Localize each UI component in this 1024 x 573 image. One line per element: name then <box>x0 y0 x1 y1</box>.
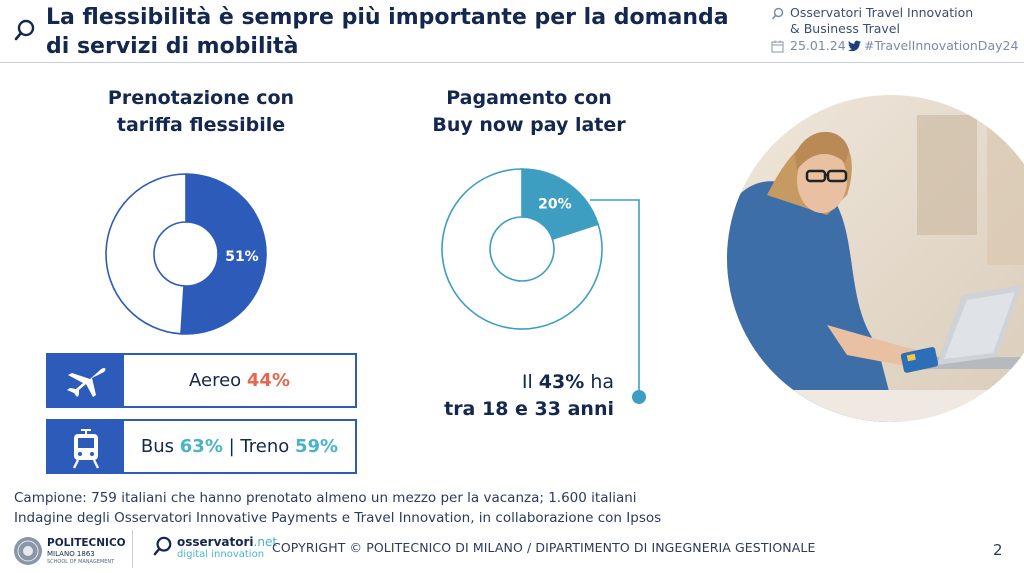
chart2-title-line2: Buy now pay later <box>432 114 626 136</box>
header-divider <box>0 62 1024 63</box>
org-name-line1: Osservatori Travel Innovation <box>790 5 974 20</box>
train-label: Treno <box>240 436 290 457</box>
politecnico-seal-icon <box>14 537 42 565</box>
age-stat-line1: Il 43% ha <box>410 369 614 396</box>
copyright-text: COPYRIGHT © POLITECNICO DI MILANO / DIPA… <box>272 540 816 555</box>
osservatori-logo: osservatori.net digital innovation <box>153 534 277 564</box>
page-title-line2: di servizi di mobilità <box>46 34 299 59</box>
air-label: Aereo <box>189 370 242 391</box>
page-title-line1: La flessibilità è sempre più importante … <box>46 5 729 30</box>
chart1-title-line2: tariffa flessibile <box>116 114 286 136</box>
chart1-title: Prenotazione con tariffa flessibile <box>70 85 332 139</box>
bus-value: 63% <box>179 436 223 457</box>
bus-label: Bus <box>140 436 175 457</box>
chart1-slice-1 <box>105 173 187 335</box>
twitter-bird-icon <box>848 40 861 52</box>
org-name-line2: & Business Travel <box>790 21 900 36</box>
flexible-fare-donut-chart: 51% <box>105 173 267 335</box>
osservatori-magnifier-icon <box>153 536 172 556</box>
magnifier-icon <box>771 7 784 20</box>
bus-train-text: Bus 63% | Treno 59% <box>124 421 355 472</box>
chart2-slice-0 <box>521 168 600 241</box>
bus-icon-bg <box>48 421 124 472</box>
woman-with-laptop-photo <box>727 95 1024 422</box>
magnifier-icon <box>14 19 35 41</box>
politecnico-name: POLITECNICO <box>47 537 126 549</box>
age-stat: Il 43% ha tra 18 e 33 anni <box>410 369 614 423</box>
sample-note: Campione: 759 italiani che hanno prenota… <box>14 490 637 506</box>
osservatori-tld: .net <box>253 535 278 549</box>
chart2-slice-1 <box>441 168 603 330</box>
photo-illustration <box>727 95 1024 422</box>
page-number: 2 <box>993 541 1003 559</box>
politecnico-logo: POLITECNICO MILANO 1863 SCHOOL OF MANAGE… <box>13 536 128 568</box>
train-value: 59% <box>295 436 339 457</box>
footer-divider <box>132 530 133 568</box>
chart1-label-0: 51% <box>225 249 259 265</box>
event-date: 25.01.24 <box>790 38 846 53</box>
calendar-icon <box>771 40 784 53</box>
bus-train-mode-box: Bus 63% | Treno 59% <box>46 419 357 474</box>
age-stat-prefix: Il <box>521 371 533 393</box>
airplane-icon <box>67 368 106 397</box>
osservatori-name: osservatori.net <box>177 535 277 549</box>
politecnico-sub: MILANO 1863 <box>47 550 95 558</box>
bnpl-donut-chart: 20% <box>441 168 603 330</box>
survey-note: Indagine degli Osservatori Innovative Pa… <box>14 510 662 526</box>
politecnico-school: SCHOOL OF MANAGEMENT <box>47 559 115 565</box>
page-title: La flessibilità è sempre più importante … <box>46 3 746 61</box>
chart1-slice-0 <box>180 173 267 335</box>
air-mode-text: Aereo 44% <box>124 355 355 406</box>
chart1-title-line1: Prenotazione con <box>107 87 295 109</box>
chart2-label-0: 20% <box>538 197 572 213</box>
age-stat-suffix: ha <box>590 371 614 393</box>
chart2-title: Pagamento con Buy now pay later <box>400 85 658 139</box>
mode-separator: | <box>228 436 235 457</box>
air-value: 44% <box>246 370 290 391</box>
air-mode-box: Aereo 44% <box>46 353 357 408</box>
tram-icon <box>72 429 100 469</box>
age-stat-line2: tra 18 e 33 anni <box>444 398 614 420</box>
osservatori-sub: digital innovation <box>177 549 265 560</box>
osservatori-name-main: osservatori <box>177 535 254 549</box>
age-stat-value: 43% <box>538 371 585 393</box>
event-hashtag: #TravelInnovationDay24 <box>864 38 1019 53</box>
chart2-title-line1: Pagamento con <box>446 87 612 109</box>
air-icon-bg <box>48 355 124 406</box>
notes: Campione: 759 italiani che hanno prenota… <box>14 488 661 528</box>
connector-line <box>590 199 646 404</box>
